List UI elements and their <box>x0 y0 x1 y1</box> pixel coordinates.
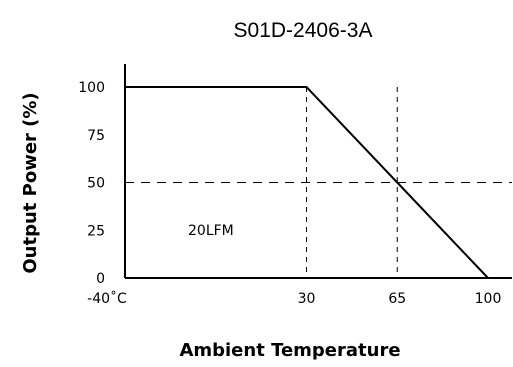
y-tick-label-100: 100 <box>78 80 105 96</box>
y-tick-labels: 0 25 50 75 100 <box>78 80 105 287</box>
series-layer <box>125 86 489 279</box>
y-axis-label: Output Power (%) <box>20 92 41 273</box>
y-tick-label-25: 25 <box>87 223 105 239</box>
plot-area: 0 25 50 75 100 -40˚C 30 65 100 20LFM <box>78 64 512 307</box>
x-axis-label: Ambient Temperature <box>179 340 400 361</box>
y-tick-label-50: 50 <box>87 176 105 192</box>
x-tick-label-2: 65 <box>388 291 406 307</box>
airflow-annotation: 20LFM <box>188 223 234 239</box>
chart-title: S01D-2406-3A <box>234 19 373 42</box>
x-tick-labels: -40˚C 30 65 100 <box>87 290 501 307</box>
series-line-0 <box>125 86 489 279</box>
reference-lines <box>125 87 512 278</box>
y-tick-label-0: 0 <box>96 271 105 287</box>
y-tick-label-75: 75 <box>87 128 105 144</box>
x-tick-label-0: -40˚C <box>87 290 127 307</box>
x-tick-label-1: 30 <box>298 291 316 307</box>
x-tick-label-3: 100 <box>475 291 502 307</box>
